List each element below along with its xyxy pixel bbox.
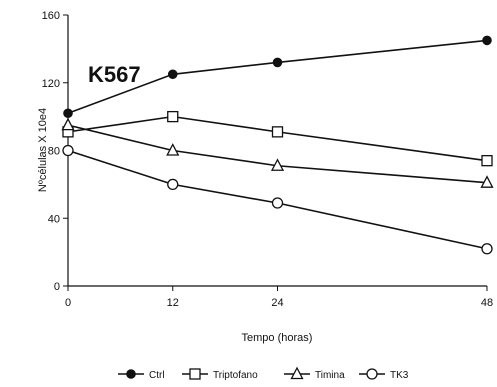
axes: [67, 15, 487, 287]
x-tick-label: 12: [167, 297, 179, 309]
legend-label-tk3: TK3: [390, 370, 409, 381]
series-line-triptofano: [67, 115, 488, 162]
series-line-tk3: [67, 149, 488, 250]
y-tick-label: 80: [48, 146, 60, 158]
data-point-timina: [61, 117, 75, 131]
y-tick-label: 40: [48, 213, 60, 225]
data-point-timina: [480, 175, 494, 188]
data-point-timina: [270, 158, 285, 171]
series-line-timina: [67, 124, 488, 184]
data-point-timina: [166, 143, 180, 156]
y-tick-label: 0: [54, 281, 60, 293]
legend: Ctrl Triptofano Timina TK3: [118, 366, 409, 381]
legend-marker-triptofano: [189, 368, 201, 380]
data-point-ctrl: [272, 57, 283, 68]
legend-label-triptofano: Triptofano: [213, 370, 258, 381]
data-point-triptofano: [167, 110, 179, 123]
x-tick-label: 24: [271, 297, 283, 309]
data-point-tk3: [481, 243, 493, 255]
x-tick-label: 48: [481, 297, 493, 309]
legend-label-timina: Timina: [315, 370, 345, 381]
legend-label-ctrl: Ctrl: [149, 370, 165, 381]
data-point-tk3: [271, 197, 284, 209]
data-point-tk3: [62, 144, 74, 157]
series-group: [61, 35, 494, 255]
legend-marker-timina: [290, 366, 304, 380]
data-point-triptofano: [271, 126, 284, 138]
legend-marker-tk3: [366, 368, 378, 380]
data-point-tk3: [167, 178, 179, 191]
y-tick-label: 160: [42, 10, 60, 22]
y-tick-label: 120: [42, 78, 60, 90]
y-axis-title: Nºcélulas X 10e4: [37, 108, 49, 192]
series-line-ctrl: [67, 39, 488, 114]
data-point-ctrl: [482, 35, 492, 46]
legend-marker-ctrl: [126, 369, 136, 379]
chart-annotation: K567: [88, 62, 141, 87]
x-axis-title: Tempo (horas): [242, 332, 313, 344]
data-point-ctrl: [63, 108, 73, 119]
data-point-ctrl: [167, 69, 178, 80]
x-tick-label: 0: [65, 297, 71, 309]
ticks: 0 40 80 120 160 0 12 24 48: [42, 10, 493, 309]
data-point-triptofano: [481, 155, 493, 167]
